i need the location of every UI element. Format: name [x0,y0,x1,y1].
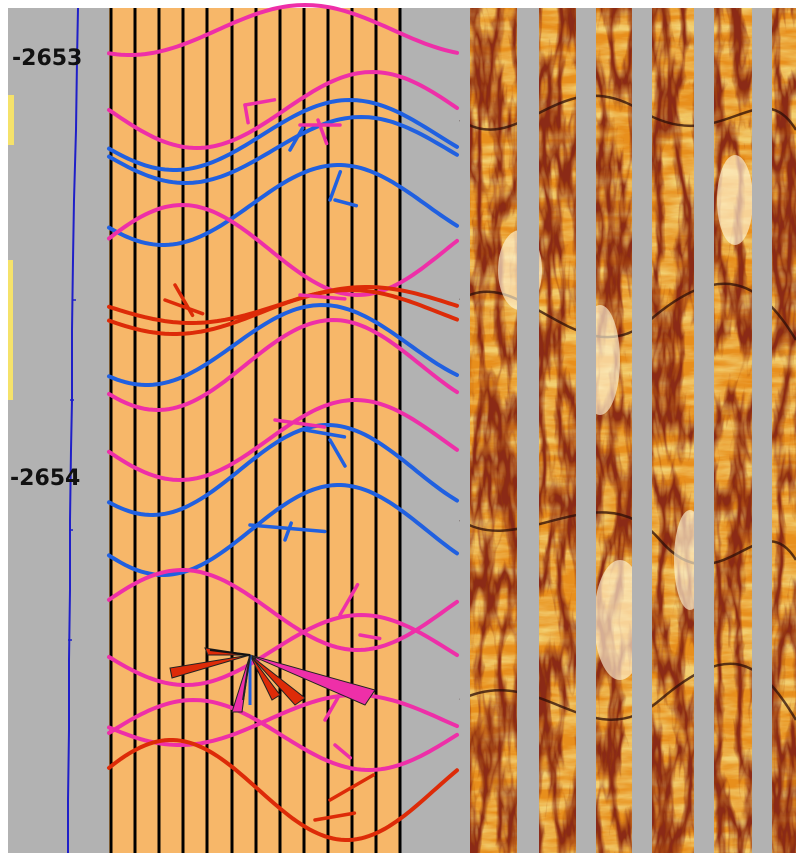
curve-track-background [8,8,109,853]
dip-tadpole [328,170,343,202]
dip-tadpole [288,126,305,152]
side-strip-marker [8,260,13,400]
depth-label-2654: -2654 [10,466,80,491]
dip-tadpole [358,633,382,641]
depth-label-2653: -2653 [12,46,82,71]
pad-gap [632,8,652,853]
dip-tadpole [298,293,347,301]
image-track [459,8,796,853]
image-texture-dark [460,8,796,853]
sinusoid-pick [107,302,459,387]
sinusoid-pick [107,69,459,151]
gamma-curve-line [67,7,79,853]
pad-gap [460,8,470,853]
top-strip-marker [8,95,14,145]
dip-tadpole [283,521,293,542]
sinusoid-pick [107,114,459,186]
dip-tadpole [243,98,277,107]
dip-tadpole [243,103,250,125]
sinusoid-pick [107,693,459,747]
dip-tadpole [316,118,329,146]
sinusoid-pick [107,202,459,298]
sinusoid-pick [107,612,459,688]
dip-tadpole [338,582,360,617]
sinusoid-pick [107,2,459,57]
sinusoid-pick [107,317,459,413]
dip-tadpole [333,198,359,208]
sinusoid-picks [107,2,459,842]
curve-ticks [68,299,76,641]
dip-tadpole [333,743,353,760]
pad-gap [576,8,596,853]
dip-tadpole [273,418,327,429]
dip-tadpole [328,438,347,468]
dip-tadpole [248,523,327,534]
sinusoid-pick [107,97,459,172]
pad-gap [694,8,714,853]
image-pad-gaps [460,8,772,853]
sinusoid-pick [107,288,459,336]
sinusoid-pick [107,697,459,773]
dip-azimuth-rose-icon [169,647,376,713]
dip-tadpole [303,428,347,439]
dip-tadpole [163,298,205,316]
pad-gap [752,8,772,853]
sinusoid-pick [107,423,459,518]
dip-tadpole [328,773,376,802]
sinusoid-pick [107,398,459,483]
sinusoid-pick [107,568,459,653]
sinusoid-pick [107,738,459,842]
curve-track: -2653 -2654 [8,7,109,853]
dip-tadpole [313,811,357,822]
sinusoid-pick [107,163,459,247]
sinusoid-pick [107,483,459,577]
pad-gap [517,8,539,853]
dip-track [107,2,460,853]
